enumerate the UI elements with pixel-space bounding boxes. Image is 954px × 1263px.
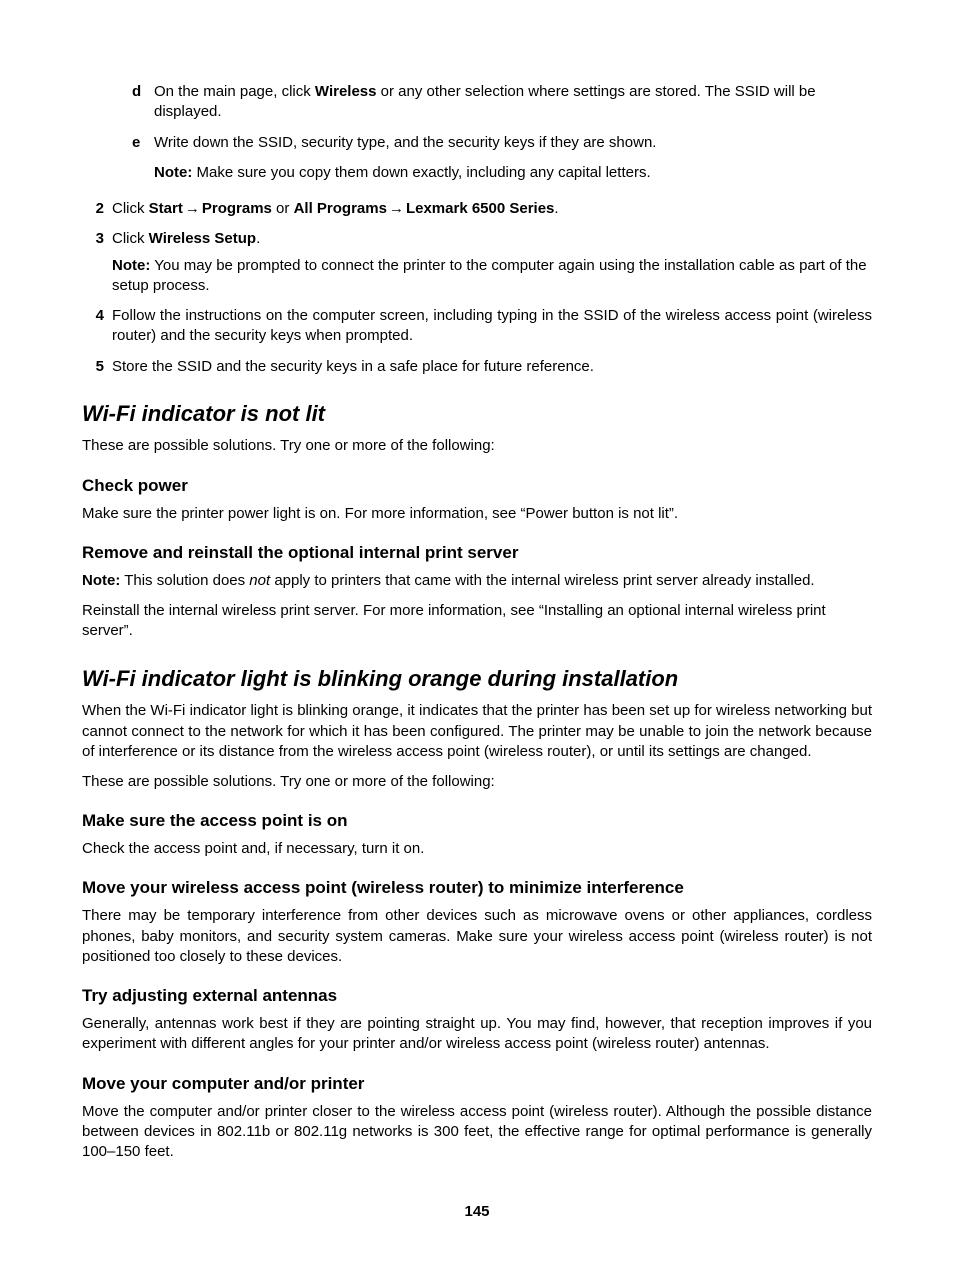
text: . [256, 230, 260, 247]
step-marker: 5 [82, 357, 112, 377]
step-note: Note: You may be prompted to connect the… [112, 256, 872, 297]
subhead-access-point-on: Make sure the access point is on [82, 810, 872, 833]
bold-text: Programs [202, 200, 272, 217]
text: This solution does [120, 572, 249, 589]
step-3: 3 Click Wireless Setup. Note: You may be… [82, 229, 872, 296]
paragraph: These are possible solutions. Try one or… [82, 436, 872, 456]
paragraph: Check the access point and, if necessary… [82, 839, 872, 859]
subhead-adjust-antennas: Try adjusting external antennas [82, 985, 872, 1008]
subhead-minimize-interference: Move your wireless access point (wireles… [82, 877, 872, 900]
bold-text: All Programs [294, 200, 387, 217]
text: Click [112, 230, 149, 247]
letter-step-list: d On the main page, click Wireless or an… [82, 82, 872, 183]
italic-text: not [249, 572, 270, 589]
note-text: You may be prompted to connect the print… [112, 257, 867, 294]
text: On the main page, click [154, 83, 315, 100]
paragraph: Move the computer and/or printer closer … [82, 1102, 872, 1163]
section-heading-wifi-not-lit: Wi-Fi indicator is not lit [82, 399, 872, 429]
letter-step-e: e Write down the SSID, security type, an… [132, 133, 872, 153]
numbered-step-list: 2 Click Start → Programs or All Programs… [82, 199, 872, 377]
step-body: Click Start → Programs or All Programs →… [112, 199, 872, 219]
note-label: Note: [112, 257, 150, 274]
paragraph: Generally, antennas work best if they ar… [82, 1014, 872, 1055]
arrow-icon: → [387, 199, 406, 219]
subhead-reinstall-print-server: Remove and reinstall the optional intern… [82, 542, 872, 565]
note-text: Make sure you copy them down exactly, in… [192, 164, 650, 181]
paragraph: Make sure the printer power light is on.… [82, 504, 872, 524]
step-body: Store the SSID and the security keys in … [112, 357, 872, 377]
step-body: Write down the SSID, security type, and … [154, 133, 872, 153]
step-body: On the main page, click Wireless or any … [154, 82, 872, 123]
bold-text: Wireless [315, 83, 377, 100]
text: or [272, 200, 294, 217]
step-body: Follow the instructions on the computer … [112, 306, 872, 347]
step-marker: 4 [82, 306, 112, 347]
step-marker: 2 [82, 199, 112, 219]
text: Click [112, 200, 149, 217]
step-5: 5 Store the SSID and the security keys i… [82, 357, 872, 377]
step-body: Click Wireless Setup. Note: You may be p… [112, 229, 872, 296]
text: apply to printers that came with the int… [270, 572, 814, 589]
page-number: 145 [82, 1202, 872, 1222]
step-note: Note: Make sure you copy them down exact… [154, 163, 872, 183]
arrow-icon: → [183, 199, 202, 219]
subhead-move-computer-printer: Move your computer and/or printer [82, 1073, 872, 1096]
subhead-check-power: Check power [82, 475, 872, 498]
note-label: Note: [154, 164, 192, 181]
paragraph: When the Wi-Fi indicator light is blinki… [82, 701, 872, 762]
step-marker: e [132, 133, 154, 153]
letter-step-d: d On the main page, click Wireless or an… [132, 82, 872, 123]
bold-text: Start [149, 200, 183, 217]
section-heading-blink-orange: Wi-Fi indicator light is blinking orange… [82, 664, 872, 694]
text: . [554, 200, 558, 217]
note-label: Note: [82, 572, 120, 589]
bold-text: Lexmark 6500 Series [406, 200, 554, 217]
paragraph: There may be temporary interference from… [82, 906, 872, 967]
paragraph: These are possible solutions. Try one or… [82, 772, 872, 792]
bold-text: Wireless Setup [149, 230, 256, 247]
paragraph-note: Note: This solution does not apply to pr… [82, 571, 872, 591]
step-2: 2 Click Start → Programs or All Programs… [82, 199, 872, 219]
paragraph: Reinstall the internal wireless print se… [82, 601, 872, 642]
page-container: d On the main page, click Wireless or an… [0, 0, 954, 1263]
step-marker: 3 [82, 229, 112, 296]
step-4: 4 Follow the instructions on the compute… [82, 306, 872, 347]
step-marker: d [132, 82, 154, 123]
